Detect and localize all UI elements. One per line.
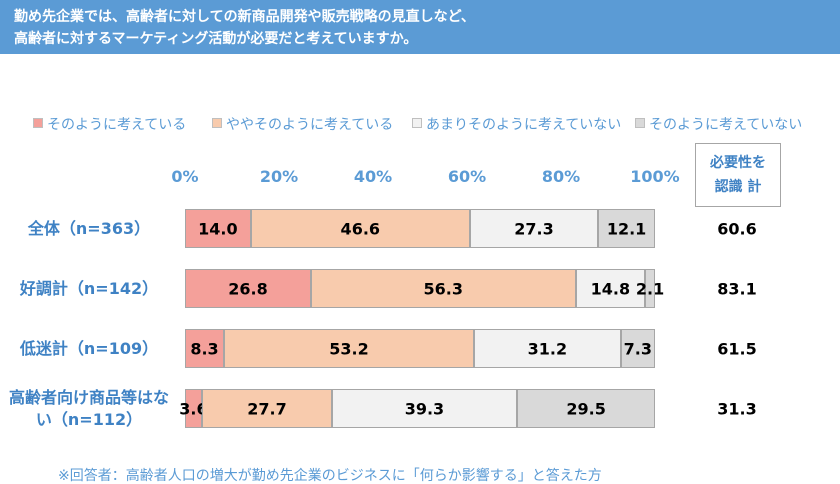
data-label: 29.5 [566, 399, 606, 418]
summary-value: 31.3 [717, 399, 757, 418]
header: 勤め先企業では、高齢者に対しての新商品開発や販売戦略の見直しなど、 高齢者に対す… [0, 0, 840, 54]
legend-swatch [33, 118, 43, 128]
data-label: 46.6 [340, 219, 381, 238]
bar-segment [469, 209, 599, 248]
bar-segment [250, 209, 470, 248]
category-label: 好調計（n=142） [19, 278, 159, 298]
data-label: 12.1 [606, 219, 647, 238]
category-label: 全体（n=363） [27, 218, 151, 238]
data-label: 14.0 [198, 219, 238, 238]
summary-header-line: 必要性を [710, 155, 766, 171]
category-label: 低迷計（n=109） [19, 338, 159, 358]
x-tick-label: 80% [541, 167, 581, 186]
bar-segment [575, 269, 646, 308]
bar-segment [620, 329, 655, 368]
bar-segment [224, 329, 475, 368]
data-label: 56.3 [423, 279, 463, 298]
legend-label: そのように考えていない [649, 117, 803, 133]
data-label: 26.8 [228, 279, 268, 298]
bar-segment [185, 209, 251, 248]
data-label: 31.2 [527, 339, 568, 358]
title: 高齢者に対するマーケティング活動が必要だと考えていますか。 [14, 31, 418, 47]
data-label: 3.6 [179, 399, 208, 418]
footnote: ※回答者：高齢者人口の増大が勤め先企業のビジネスに「何らか影響する」と答えた方 [58, 468, 602, 484]
summary-header-line: 認識 計 [714, 179, 762, 195]
x-tick-label: 100% [630, 167, 680, 186]
data-label: 39.3 [404, 399, 445, 418]
title: 勤め先企業では、高齢者に対しての新商品開発や販売戦略の見直しなど、 [14, 9, 475, 25]
legend-swatch [212, 118, 222, 128]
bar-segment [185, 389, 202, 428]
bar-segment [474, 329, 621, 368]
data-label: 27.7 [247, 399, 287, 418]
bar-segment [310, 269, 576, 308]
category-label: 高齢者向け商品等はない（n=112） [8, 387, 169, 429]
bar-segment [332, 389, 517, 428]
data-label: 27.3 [514, 219, 554, 238]
summary-header: 必要性を 認識 計 [695, 143, 781, 207]
x-tick-label: 40% [353, 167, 393, 186]
summary-value: 83.1 [717, 279, 757, 298]
legend-swatch [412, 118, 422, 128]
bar-segment [645, 269, 655, 308]
bar-segment [185, 269, 311, 308]
bar-segment [201, 389, 333, 428]
x-tick-label: 20% [259, 167, 299, 186]
data-label: 14.8 [590, 279, 631, 298]
legend-label: ややそのように考えている [226, 117, 394, 133]
data-label: 2.1 [635, 279, 665, 298]
legend-label: そのように考えている [47, 117, 187, 133]
x-tick-label: 0% [171, 167, 199, 186]
summary-value: 60.6 [717, 219, 757, 238]
legend-swatch [635, 118, 645, 128]
data-label: 8.3 [190, 339, 219, 358]
x-tick-label: 60% [447, 167, 487, 186]
bar-segment [598, 209, 655, 248]
summary-value: 61.5 [717, 339, 757, 358]
bar-segment [185, 329, 224, 368]
legend-label: あまりそのように考えていない [426, 117, 622, 133]
data-label: 53.2 [329, 339, 369, 358]
data-label: 7.3 [623, 339, 653, 358]
bar-segment [516, 389, 656, 428]
